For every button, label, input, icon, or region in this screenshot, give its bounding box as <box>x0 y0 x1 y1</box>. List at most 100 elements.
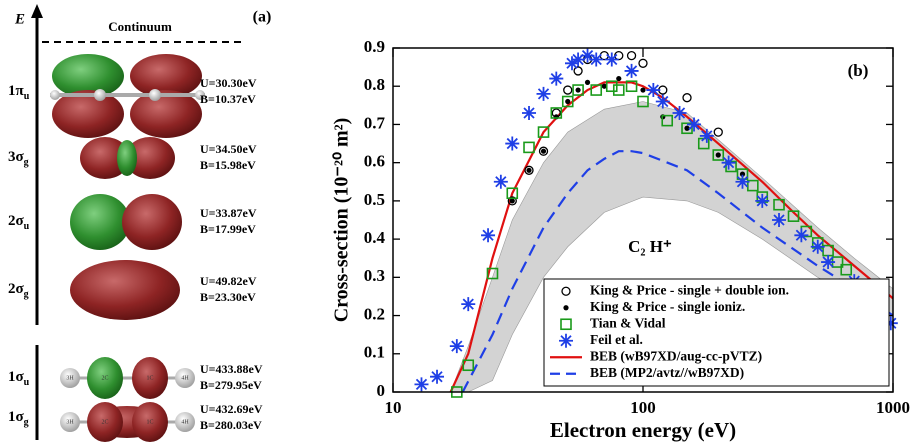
binding-energy: B=17.99eV <box>200 222 256 236</box>
data-point <box>550 107 563 119</box>
x-axis-label: Electron energy (eV) <box>550 418 736 442</box>
ionization-energy: U=33.87eV <box>200 206 257 220</box>
data-point <box>481 228 496 243</box>
data-point <box>681 122 693 135</box>
y-tick-label: 0.3 <box>364 266 385 285</box>
orbital-subscript: u <box>24 221 30 232</box>
data-point <box>449 339 464 354</box>
data-point <box>561 95 574 108</box>
orbital-subscript: g <box>24 157 29 168</box>
data-point <box>655 94 670 109</box>
ionization-energy: U=432.69eV <box>200 402 263 416</box>
panel-label: (a) <box>253 9 272 26</box>
data-point <box>721 155 736 170</box>
ionization-energy: U=49.82eV <box>200 274 257 288</box>
atom-label: 3H <box>66 375 74 381</box>
data-point <box>687 117 702 132</box>
data-point <box>536 86 551 101</box>
data-point <box>638 58 648 68</box>
legend-label: Tian & Vidal <box>590 315 666 330</box>
data-point <box>493 174 508 189</box>
orbital-subscript: g <box>24 417 29 428</box>
data-point <box>526 167 532 173</box>
orbital-symbol: 3σ <box>8 149 25 165</box>
data-point <box>507 196 517 206</box>
data-point <box>573 66 583 76</box>
axis-label: E <box>14 11 25 27</box>
data-point <box>672 105 687 120</box>
data-point <box>755 193 770 208</box>
orbital-label: 2σg <box>8 281 29 300</box>
legend-label: BEB (wB97XD/aug-cc-pVTZ) <box>590 348 762 363</box>
chart: 0 0.1 0.2 0.3 0.4 0.5 0.6 0.7 0.8 0.9 10 100 1000 Ele… <box>331 37 910 442</box>
lobe <box>130 54 202 98</box>
data-point <box>616 75 622 82</box>
y-tick-label: 0.6 <box>364 152 385 171</box>
atom-label: 4H <box>181 375 189 381</box>
legend-swatch <box>559 333 573 348</box>
lobe <box>80 137 130 179</box>
data-point <box>524 165 534 175</box>
data-point <box>772 213 787 227</box>
orbital-diagram: E Continuum (a) 3H 2C 1C 4H <box>14 4 271 442</box>
legend-swatch <box>560 318 572 331</box>
orbital-labels: 1πuU=30.30eVB=10.37eV3σgU=34.50eVB=15.98… <box>8 76 263 432</box>
data-point <box>604 52 619 67</box>
legend-label: Feil et al. <box>590 332 643 347</box>
data-point <box>565 98 571 105</box>
orbital-subscript: u <box>24 91 30 102</box>
orbital-label: 2σu <box>8 213 30 232</box>
data-point <box>565 56 580 71</box>
data-point <box>537 126 550 138</box>
lobe <box>87 402 123 442</box>
orbital-subscript: g <box>24 289 29 300</box>
data-point <box>883 316 898 331</box>
orbital-label: 3σg <box>8 149 29 168</box>
data-point <box>682 93 692 103</box>
atom <box>60 368 80 388</box>
annotation: C₂ H⁺ <box>628 237 672 256</box>
panel-label: (b) <box>848 61 869 80</box>
data-point <box>637 95 649 108</box>
data-point <box>538 146 549 156</box>
data-point <box>794 228 809 243</box>
data-point <box>821 255 836 270</box>
data-point <box>773 198 785 211</box>
data-point <box>563 85 573 95</box>
lobe <box>132 402 168 442</box>
data-point <box>505 136 520 151</box>
data-point <box>810 239 825 254</box>
lobe <box>70 260 180 320</box>
continuum-label: Continuum <box>108 19 172 34</box>
data-point <box>580 48 595 63</box>
atom-label: 2C <box>101 419 108 425</box>
lobe <box>117 140 137 176</box>
y-axis-label: Cross-section (10⁻²⁰ m²) <box>331 118 353 323</box>
orbital-label: 1πu <box>8 83 30 102</box>
lobe <box>130 90 202 138</box>
y-tick-label: 0.7 <box>364 113 386 132</box>
data-point <box>640 87 646 93</box>
legend-label: BEB (MP2/avtz//wB97XD) <box>590 365 744 380</box>
y-tick-label: 0.1 <box>364 343 385 362</box>
data-point <box>661 114 674 127</box>
y-tick-label: 0 <box>377 381 386 400</box>
data-point <box>414 377 429 392</box>
data-point <box>540 148 547 154</box>
data-point <box>590 84 603 96</box>
orbital-label: 1σg <box>8 409 29 428</box>
arrow-head <box>31 4 43 18</box>
data-point <box>646 83 661 98</box>
ionization-energy: U=30.30eV <box>200 76 257 90</box>
lobe <box>87 357 123 399</box>
binding-energy: B=10.37eV <box>200 92 256 106</box>
data-point <box>430 369 445 384</box>
data-point <box>713 127 723 137</box>
atom-label: 4H <box>181 419 189 425</box>
data-point <box>461 297 476 312</box>
data-point <box>625 80 638 93</box>
orbital-label: 1σu <box>8 369 30 388</box>
data-point <box>684 125 690 131</box>
data-point <box>575 87 581 93</box>
